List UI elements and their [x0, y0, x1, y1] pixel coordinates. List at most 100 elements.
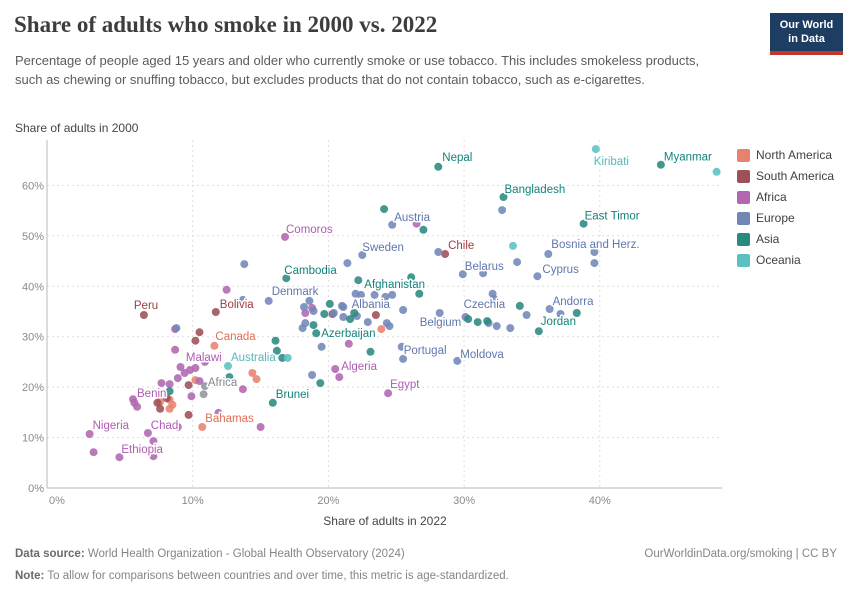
scatter-point[interactable] [534, 327, 543, 336]
scatter-point[interactable] [344, 339, 353, 348]
scatter-point[interactable] [225, 373, 234, 382]
scatter-point[interactable] [173, 423, 182, 431]
scatter-point[interactable] [211, 308, 220, 316]
scatter-point[interactable] [281, 232, 289, 241]
scatter-point[interactable] [513, 258, 522, 267]
scatter-point[interactable] [133, 402, 142, 411]
scatter-point[interactable] [240, 260, 249, 269]
scatter-point[interactable] [320, 310, 329, 318]
scatter-point[interactable] [415, 289, 424, 298]
scatter-point[interactable] [453, 356, 462, 365]
scatter-point[interactable] [165, 380, 174, 389]
scatter-point[interactable] [85, 430, 94, 438]
scatter-point[interactable] [162, 394, 171, 403]
scatter-point[interactable] [200, 382, 209, 391]
scatter-point[interactable] [256, 423, 265, 431]
scatter-point[interactable] [165, 404, 174, 413]
scatter-point[interactable] [248, 369, 257, 377]
scatter-point[interactable] [371, 311, 380, 319]
scatter-point[interactable] [388, 220, 397, 229]
scatter-point[interactable] [441, 250, 450, 258]
legend-item-north-america[interactable]: North America [737, 148, 834, 162]
scatter-point[interactable] [316, 379, 325, 388]
scatter-point[interactable] [473, 318, 482, 327]
scatter-point[interactable] [156, 404, 165, 413]
scatter-point[interactable] [171, 345, 180, 354]
scatter-point[interactable] [199, 390, 208, 399]
scatter-point[interactable] [346, 315, 355, 324]
scatter-point[interactable] [165, 387, 174, 396]
scatter-point[interactable] [357, 290, 365, 299]
scatter-point[interactable] [184, 381, 193, 390]
scatter-point[interactable] [309, 307, 318, 315]
scatter-point[interactable] [407, 273, 416, 282]
legend-item-south-america[interactable]: South America [737, 169, 834, 183]
scatter-point[interactable] [157, 379, 166, 388]
scatter-point[interactable] [712, 167, 721, 176]
scatter-point[interactable] [370, 290, 379, 299]
scatter-point[interactable] [149, 452, 158, 461]
scatter-point[interactable] [434, 248, 443, 256]
scatter-point[interactable] [139, 311, 148, 319]
scatter-point[interactable] [399, 306, 408, 314]
scatter-point[interactable] [464, 315, 473, 324]
owid-logo[interactable]: Our World in Data [770, 13, 843, 55]
scatter-point[interactable] [283, 353, 292, 362]
legend-item-asia[interactable]: Asia [737, 232, 834, 246]
scatter-point[interactable] [591, 145, 600, 154]
scatter-point[interactable] [282, 274, 291, 283]
scatter-point[interactable] [272, 346, 281, 355]
scatter-point[interactable] [331, 365, 340, 373]
scatter-point[interactable] [533, 272, 542, 281]
legend-item-africa[interactable]: Africa [737, 190, 834, 204]
scatter-point[interactable] [382, 319, 391, 328]
scatter-point[interactable] [176, 363, 185, 371]
scatter-point[interactable] [153, 398, 162, 407]
scatter-point[interactable] [343, 259, 352, 268]
scatter-point[interactable] [358, 251, 367, 259]
scatter-point[interactable] [656, 160, 665, 169]
scatter-point[interactable] [191, 336, 200, 345]
scatter-point[interactable] [544, 250, 553, 258]
scatter-point[interactable] [506, 324, 515, 333]
scatter-point[interactable] [397, 342, 406, 351]
scatter-point[interactable] [350, 309, 359, 317]
scatter-point[interactable] [271, 336, 280, 345]
scatter-point[interactable] [545, 305, 554, 313]
scatter-point[interactable] [434, 162, 443, 171]
scatter-point[interactable] [214, 408, 223, 417]
scatter-point[interactable] [238, 385, 247, 394]
scatter-point[interactable] [366, 347, 375, 356]
scatter-point[interactable] [187, 392, 196, 401]
scatter-point[interactable] [89, 448, 98, 457]
scatter-point[interactable] [180, 369, 189, 377]
scatter-point[interactable] [338, 301, 346, 310]
scatter-point[interactable] [590, 259, 599, 268]
legend-item-oceania[interactable]: Oceania [737, 253, 834, 267]
scatter-point[interactable] [388, 290, 397, 299]
scatter-point[interactable] [399, 354, 408, 363]
scatter-point[interactable] [380, 205, 389, 214]
scatter-point[interactable] [308, 371, 317, 379]
scatter-point[interactable] [579, 219, 588, 228]
scatter-point[interactable] [509, 241, 517, 250]
scatter-point[interactable] [458, 270, 467, 279]
scatter-point[interactable] [312, 329, 321, 338]
scatter-point[interactable] [325, 299, 334, 308]
scatter-point[interactable] [198, 423, 207, 431]
scatter-point[interactable] [173, 374, 182, 383]
scatter-point[interactable] [224, 362, 232, 370]
scatter-point[interactable] [490, 294, 498, 303]
scatter-point[interactable] [492, 322, 501, 331]
scatter-point[interactable] [195, 377, 204, 386]
scatter-point[interactable] [435, 309, 444, 317]
scatter-point[interactable] [498, 206, 507, 215]
scatter-point[interactable] [572, 309, 581, 317]
scatter-point[interactable] [354, 276, 363, 285]
scatter-point[interactable] [149, 437, 158, 446]
scatter-point[interactable] [309, 321, 318, 330]
owid-license-link[interactable]: OurWorldinData.org/smoking | CC BY [644, 548, 837, 560]
scatter-point[interactable] [195, 328, 204, 337]
scatter-point[interactable] [200, 357, 209, 366]
scatter-point[interactable] [419, 225, 428, 234]
